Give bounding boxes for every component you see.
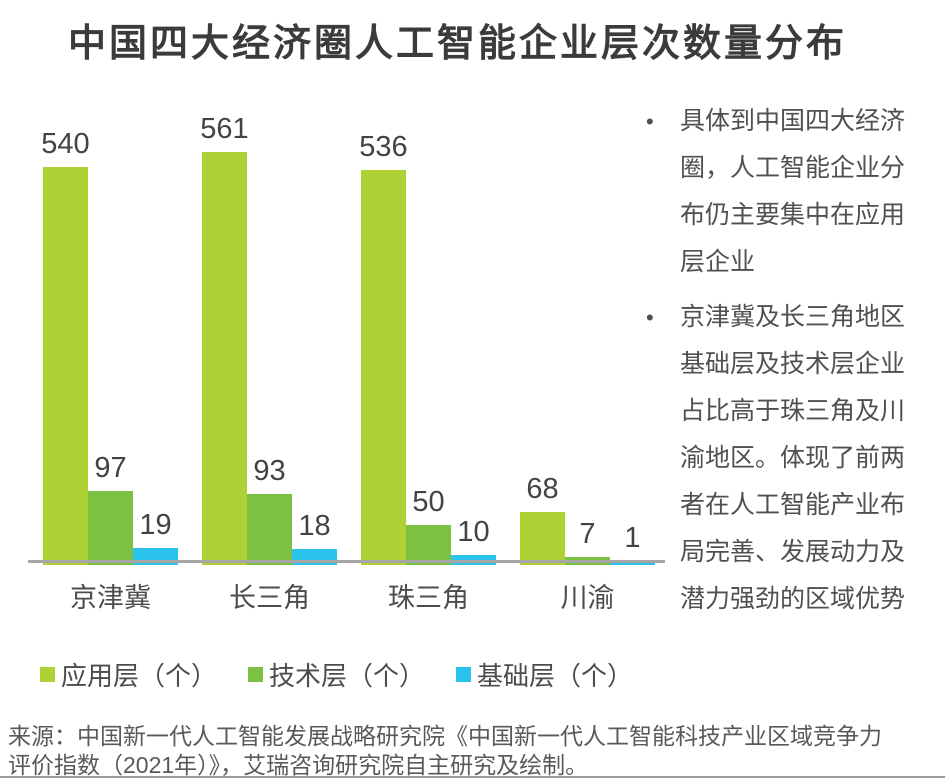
bar-京津冀-series-1: [88, 491, 133, 565]
source-note: 来源：中国新一代人工智能发展战略研究院《中国新一代人工智能科技产业区域竞争力评价…: [8, 723, 882, 778]
note-text: 具体到中国四大经济圈，人工智能企业分布仍主要集中在应用层企业: [680, 107, 906, 276]
legend-swatch-icon: [248, 667, 264, 682]
x-axis-label-珠三角: 珠三角: [388, 583, 469, 613]
bar-value-label: 7: [579, 518, 596, 550]
bullet-icon: •: [646, 305, 654, 330]
bar-value-label: 19: [139, 509, 172, 541]
bar-value-label: 68: [526, 473, 559, 505]
bar-长三角-series-0: [202, 152, 247, 565]
bar-川渝-series-2: [610, 561, 655, 565]
bar-value-label: 18: [298, 510, 331, 542]
legend-swatch-icon: [40, 667, 55, 682]
bar-value-label: 10: [457, 516, 490, 548]
bottom-divider: [0, 776, 945, 778]
bullet-icon: •: [646, 109, 654, 134]
note-item-1: • 京津冀及长三角地区基础层及技术层企业占比高于珠三角及川渝地区。体现了前两者在人…: [640, 294, 942, 623]
insight-notes: • 具体到中国四大经济圈，人工智能企业分布仍主要集中在应用层企业 • 京津冀及长三角地…: [640, 98, 942, 631]
bar-value-label: 97: [94, 452, 127, 484]
bar-京津冀-series-0: [43, 167, 88, 565]
legend-item-1: 技术层（个）: [248, 656, 425, 693]
chart-title: 中国四大经济圈人工智能企业层次数量分布: [68, 23, 848, 65]
x-axis-label-川渝: 川渝: [560, 583, 615, 613]
bar-珠三角-series-0: [361, 170, 406, 565]
note-item-0: • 具体到中国四大经济圈，人工智能企业分布仍主要集中在应用层企业: [640, 98, 942, 286]
bar-value-label: 50: [412, 486, 445, 518]
legend-label: 技术层（个）: [269, 661, 426, 691]
x-axis-labels: 京津冀 长三角 珠三角 川渝: [28, 576, 665, 613]
x-axis-label-长三角: 长三角: [229, 583, 310, 613]
x-axis-line: [28, 560, 665, 563]
bar-珠三角-series-1: [406, 525, 451, 565]
bar-长三角-series-1: [247, 494, 292, 565]
chart-legend: 应用层（个） 技术层（个） 基础层（个）: [40, 656, 633, 693]
bar-value-label: 561: [200, 113, 249, 145]
legend-label: 应用层（个）: [61, 661, 218, 691]
bar-value-label: 1: [624, 522, 641, 554]
note-text: 京津冀及长三角地区基础层及技术层企业占比高于珠三角及川渝地区。体现了前两者在人工…: [680, 303, 906, 613]
bar-川渝-series-0: [520, 512, 565, 565]
legend-swatch-icon: [456, 667, 472, 682]
legend-item-2: 基础层（个）: [456, 656, 633, 693]
bar-value-label: 93: [253, 455, 286, 487]
bar-value-label: 536: [359, 131, 408, 163]
legend-label: 基础层（个）: [477, 661, 634, 691]
legend-item-0: 应用层（个）: [40, 656, 217, 693]
bar-value-label: 540: [41, 128, 90, 160]
bar-chart-plot-area: 540 97 19 561 93 18 536 50 10 68 7 1: [28, 100, 665, 565]
x-axis-label-京津冀: 京津冀: [70, 583, 151, 613]
